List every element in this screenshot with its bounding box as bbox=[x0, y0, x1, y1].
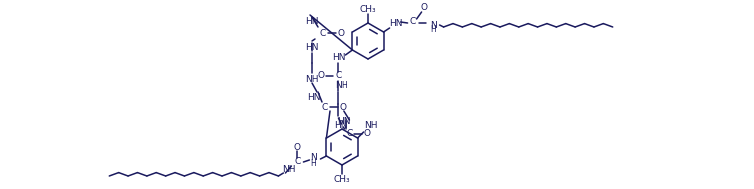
Text: HN: HN bbox=[305, 43, 319, 51]
Text: NH: NH bbox=[305, 74, 319, 84]
Text: N: N bbox=[431, 20, 437, 29]
Text: HN: HN bbox=[389, 19, 403, 29]
Text: C: C bbox=[336, 71, 342, 81]
Text: NH: NH bbox=[364, 122, 377, 130]
Text: O: O bbox=[339, 102, 347, 112]
Text: O: O bbox=[338, 29, 345, 37]
Text: HN: HN bbox=[337, 116, 350, 125]
Text: C: C bbox=[294, 157, 301, 167]
Text: N: N bbox=[310, 153, 317, 161]
Text: O: O bbox=[294, 143, 301, 152]
Text: NH: NH bbox=[282, 164, 295, 174]
Text: CH₃: CH₃ bbox=[360, 5, 376, 13]
Text: C: C bbox=[346, 129, 353, 139]
Text: H: H bbox=[431, 26, 437, 35]
Text: H: H bbox=[342, 81, 348, 91]
Text: C: C bbox=[320, 29, 326, 37]
Text: HN: HN bbox=[334, 121, 347, 129]
Text: O: O bbox=[420, 4, 427, 12]
Text: H: H bbox=[311, 159, 316, 167]
Text: HN: HN bbox=[307, 92, 320, 101]
Text: HN: HN bbox=[305, 18, 319, 26]
Text: O: O bbox=[364, 129, 371, 139]
Text: C: C bbox=[409, 16, 415, 26]
Text: HN: HN bbox=[332, 53, 345, 63]
Text: N: N bbox=[335, 81, 342, 91]
Text: O: O bbox=[318, 71, 325, 81]
Text: CH₃: CH₃ bbox=[334, 174, 351, 184]
Text: C: C bbox=[322, 102, 328, 112]
